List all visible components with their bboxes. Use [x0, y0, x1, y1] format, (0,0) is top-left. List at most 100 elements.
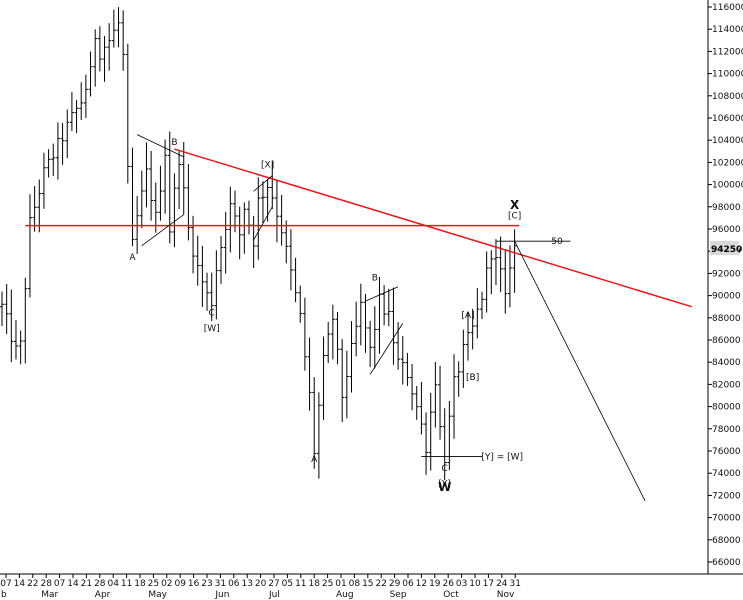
y-tick-label: 98000 — [712, 203, 741, 213]
x-tick-label: 11 — [121, 579, 132, 589]
price-bar — [386, 288, 391, 327]
price-bar — [27, 194, 32, 298]
x-month-label: Sep — [390, 590, 407, 600]
price-bar — [219, 236, 224, 284]
x-tick-label: 08 — [349, 579, 361, 589]
price-bar — [121, 10, 126, 71]
price-bar — [102, 36, 107, 82]
price-bar — [177, 151, 182, 210]
x-tick-label: 14 — [67, 579, 79, 589]
price-bar — [312, 377, 317, 469]
price-bar — [228, 186, 233, 253]
price-bar — [368, 320, 373, 368]
price-bar — [498, 236, 503, 293]
price-bar — [340, 339, 345, 422]
trendlines — [25, 134, 692, 502]
price-bar — [214, 250, 219, 320]
price-bar — [4, 284, 9, 334]
price-bar — [410, 364, 415, 411]
y-tick-label: 68000 — [712, 536, 741, 546]
price-bar — [270, 161, 275, 210]
price-bar — [335, 311, 340, 365]
price-bar — [23, 277, 28, 364]
y-tick-label: 106000 — [712, 114, 743, 124]
price-bars — [0, 7, 517, 481]
price-bar — [284, 220, 289, 264]
y-tick-label: 104000 — [712, 136, 743, 146]
x-tick-label: 06 — [402, 579, 414, 589]
price-bar — [279, 194, 284, 246]
price-bar — [195, 235, 200, 286]
price-bar — [316, 392, 321, 479]
price-bar — [69, 91, 74, 132]
x-month-label: b — [1, 590, 7, 600]
price-bar — [382, 285, 387, 326]
x-tick-label: 23 — [201, 579, 212, 589]
price-bar — [65, 109, 70, 159]
price-bar — [293, 257, 298, 303]
x-month-label: Apr — [95, 590, 111, 600]
price-bar — [205, 272, 210, 311]
price-bar — [37, 179, 42, 233]
x-month-label: Nov — [497, 590, 515, 600]
wave-degree-label: X — [510, 198, 520, 212]
price-bar — [433, 361, 438, 428]
price-bar — [414, 386, 419, 420]
price-bar — [60, 123, 65, 165]
price-bar — [307, 337, 312, 411]
x-month-label: Aug — [336, 590, 354, 600]
price-bar — [139, 170, 144, 229]
y-tick-label: 80000 — [712, 403, 741, 413]
x-tick-label: 04 — [107, 579, 119, 589]
price-bar — [200, 245, 205, 307]
y-tick-label: 100000 — [712, 181, 743, 191]
price-bar — [442, 408, 447, 481]
price-bar — [372, 306, 377, 369]
price-bar — [191, 215, 196, 274]
x-tick-label: 01 — [335, 579, 346, 589]
x-tick-label: 09 — [174, 579, 186, 589]
price-bar — [237, 206, 242, 260]
x-tick-label: 16 — [188, 579, 200, 589]
price-bar — [130, 147, 135, 247]
price-bar — [391, 287, 396, 365]
x-month-label: Oct — [443, 590, 459, 600]
y-tick-label: 92000 — [712, 269, 741, 279]
price-bar — [41, 152, 46, 209]
trendline — [369, 323, 404, 375]
price-bar — [274, 179, 279, 243]
y-tick-label: 78000 — [712, 425, 741, 435]
price-bar — [503, 249, 508, 314]
x-tick-label: 31 — [509, 579, 520, 589]
price-bar — [260, 181, 265, 224]
y-tick-label: 96000 — [712, 225, 741, 235]
x-tick-label: 28 — [94, 579, 106, 589]
price-bar — [88, 51, 93, 97]
price-bar — [55, 122, 60, 180]
x-tick-label: 17 — [483, 579, 494, 589]
x-tick-label: 20 — [255, 579, 267, 589]
price-bar — [167, 131, 172, 244]
price-bar — [470, 308, 475, 350]
price-bar — [288, 229, 293, 291]
last-price-text: 94250 — [711, 245, 742, 255]
y-tick-label: 88000 — [712, 314, 741, 324]
price-bar — [93, 29, 98, 87]
price-bar — [149, 150, 154, 221]
price-bar — [302, 297, 307, 371]
y-axis: 66000 68000 70000 72000 74000 76000 78000 80000… — [707, 0, 743, 574]
wave-label: C — [442, 464, 448, 474]
price-bar — [466, 312, 470, 361]
x-tick-label: 12 — [416, 579, 427, 589]
wave-degree-label: W — [438, 480, 451, 494]
y-tick-label: 108000 — [712, 92, 743, 102]
wave-label: 50 — [551, 237, 563, 247]
price-bar — [358, 283, 363, 346]
y-tick-label: 84000 — [712, 358, 741, 368]
price-bar — [344, 350, 349, 419]
wave-label: [Y] = [W] — [481, 453, 523, 463]
price-bar — [97, 26, 102, 72]
y-tick-label: 86000 — [712, 336, 741, 346]
price-bar — [79, 82, 84, 121]
